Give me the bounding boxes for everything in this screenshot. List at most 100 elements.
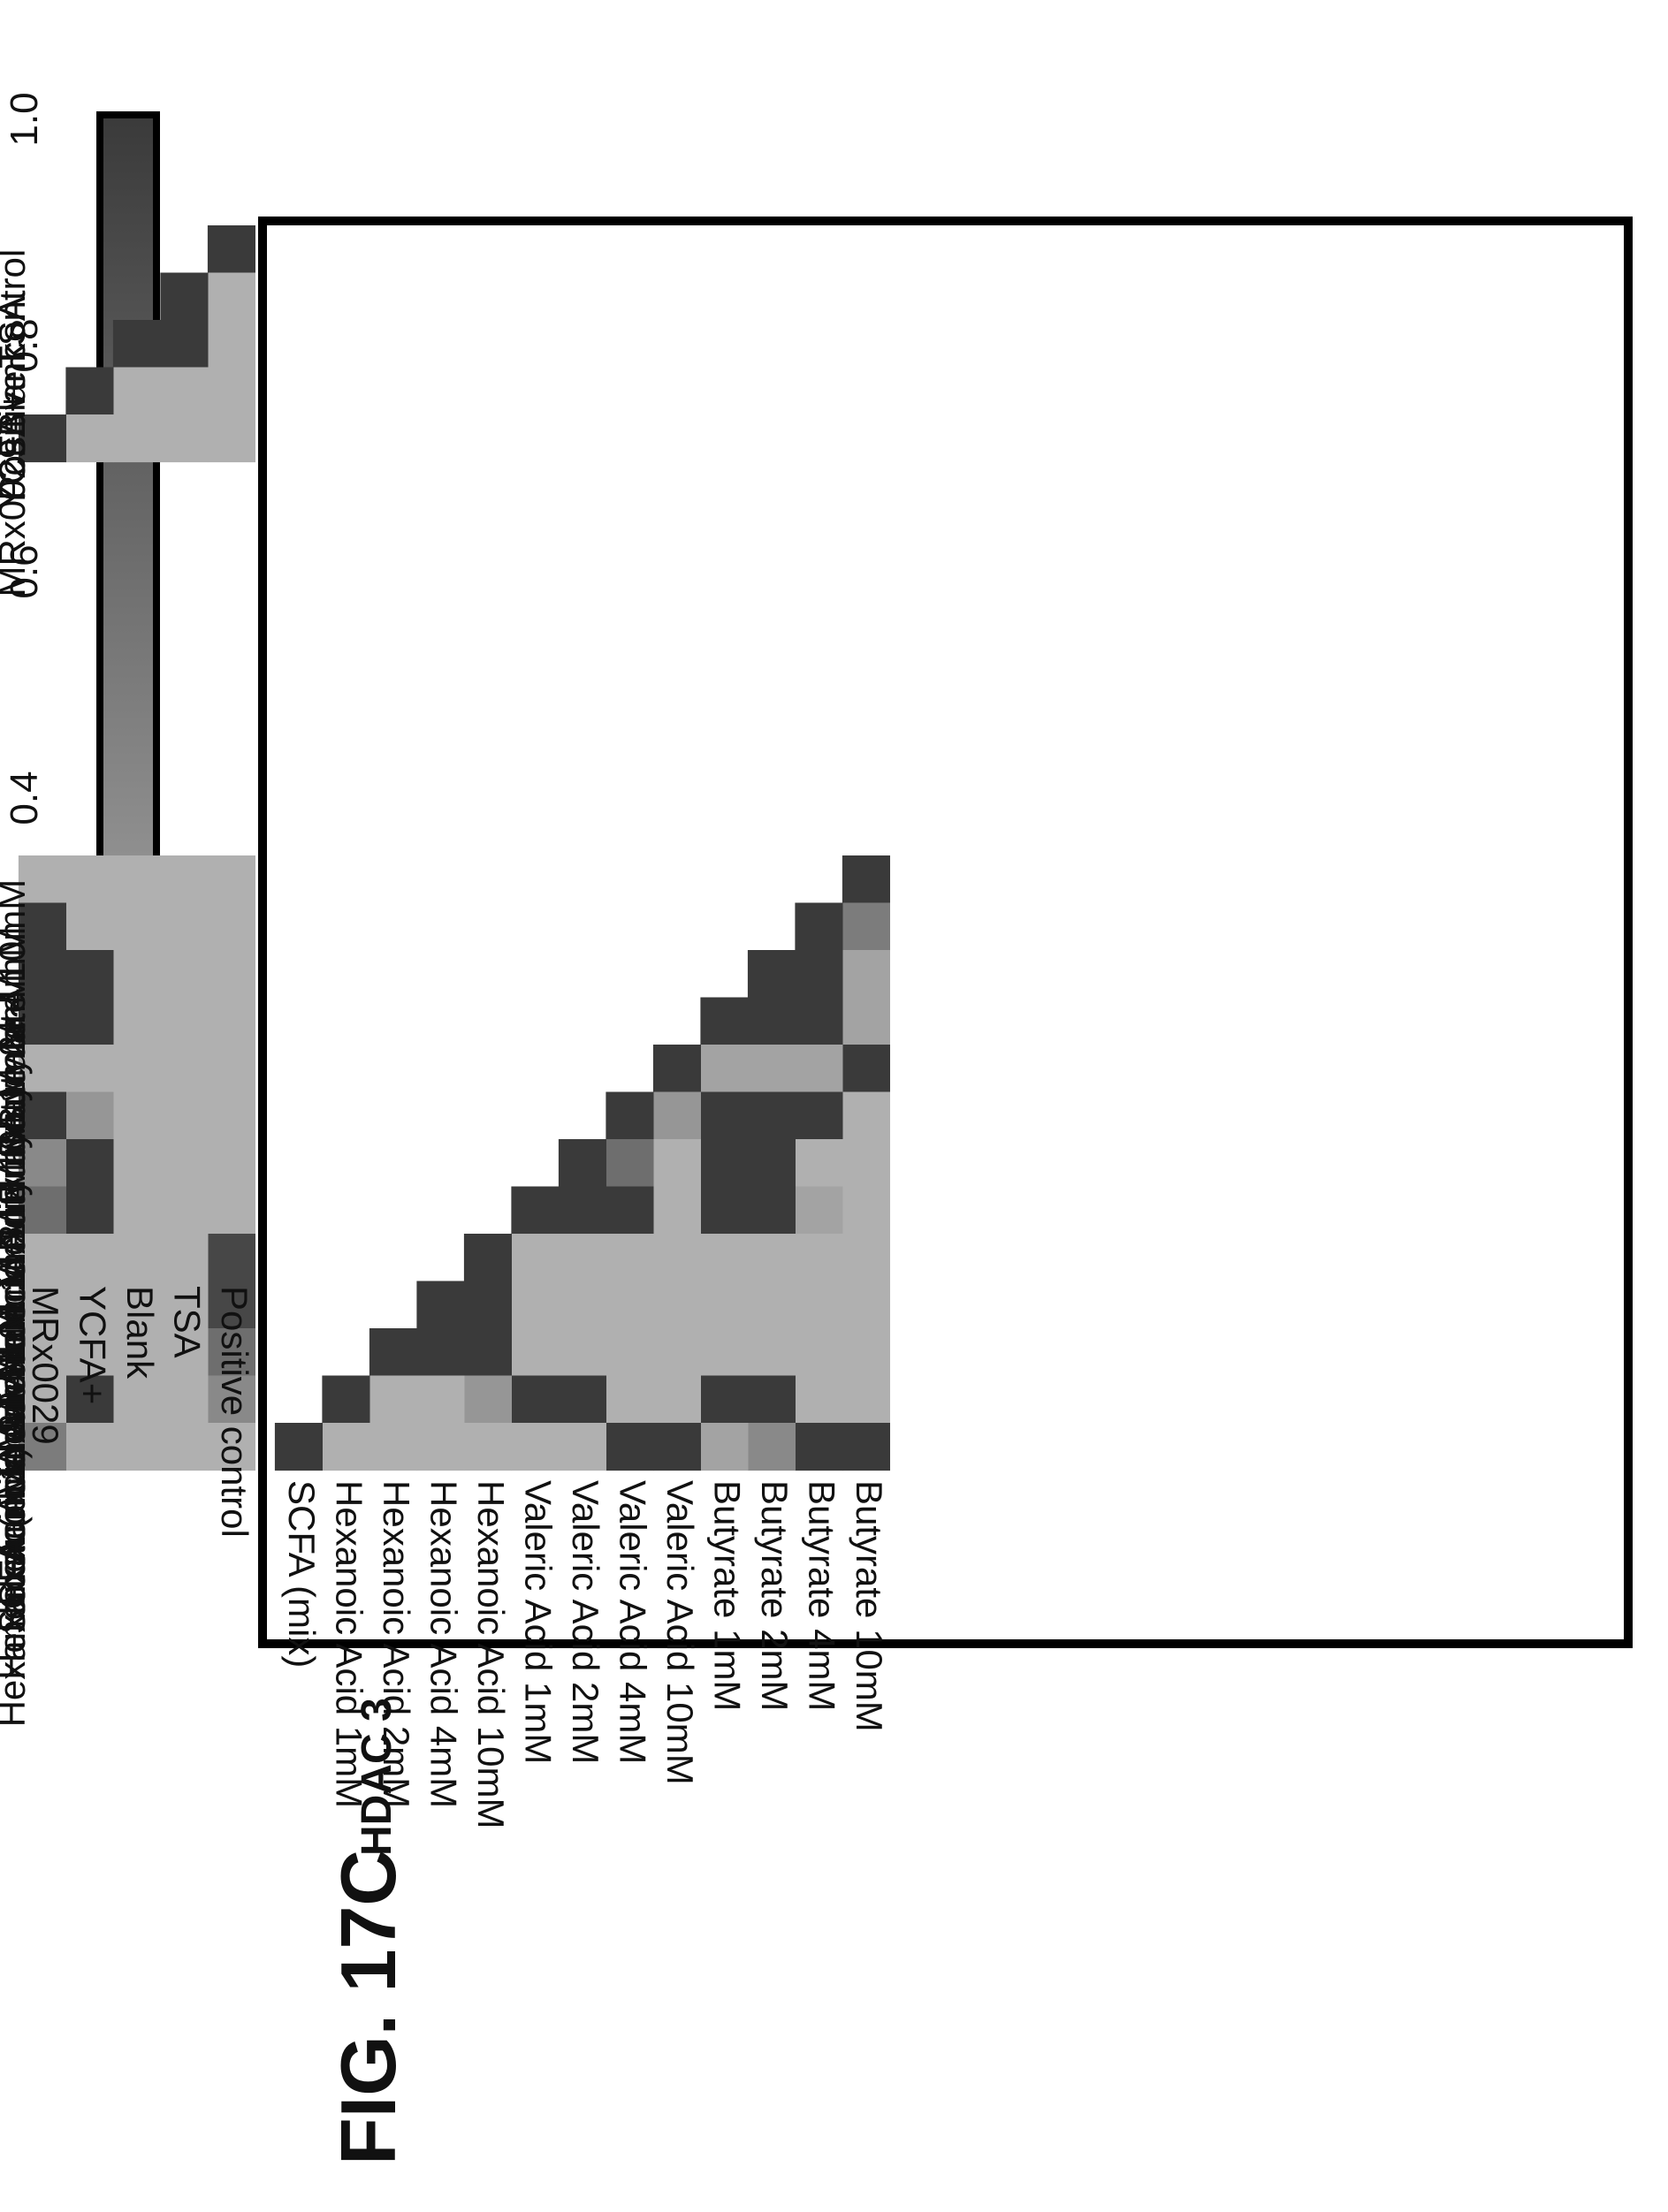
- scfa-scfa-cell: [842, 997, 890, 1045]
- scfa-scfa-cell: [606, 1186, 654, 1235]
- scfa-control-cell: [160, 1091, 209, 1140]
- scfa-row-label: SCFA (mix): [0, 1447, 33, 1634]
- scfa-scfa-cell: [606, 1281, 654, 1329]
- scfa-control-cell: [207, 1091, 255, 1140]
- scfa-scfa-cell: [416, 1328, 465, 1377]
- scfa-control-cell: [207, 1281, 255, 1329]
- scfa-scfa-cell: [842, 1186, 890, 1235]
- scfa-scfa-cell: [842, 1328, 890, 1377]
- figure-subtitle: HDAC 3: [354, 1698, 400, 1856]
- controls-cell: [112, 367, 161, 415]
- scfa-scfa-cell: [700, 1281, 749, 1329]
- heatmap-scfa-vs-scfa: [274, 855, 890, 1471]
- controls-cell: [18, 414, 66, 463]
- scfa-scfa-cell: [842, 1375, 890, 1424]
- scfa-scfa-cell: [606, 1091, 654, 1140]
- scfa-scfa-cell: [511, 1281, 560, 1329]
- scfa-scfa-cell: [463, 1423, 512, 1471]
- controls-row-label: YCFA+: [0, 391, 33, 509]
- scfa-row-label: Hexanoic Acid 4mM: [0, 1304, 33, 1632]
- scfa-control-cell: [160, 1328, 209, 1377]
- scfa-scfa-cell: [652, 1281, 701, 1329]
- scfa-control-cell: [65, 950, 114, 999]
- scfa-row-label: Valeric Acid 4mM: [0, 1115, 33, 1399]
- scfa-scfa-cell: [747, 1281, 796, 1329]
- scfa-scfa-cell: [652, 1045, 701, 1093]
- scfa-control-cell: [112, 1186, 161, 1235]
- scfa-control-cell: [65, 855, 114, 904]
- scfa-control-cell: [207, 950, 255, 999]
- scfa-scfa-cell: [795, 997, 843, 1045]
- scfa-control-cell: [160, 1139, 209, 1188]
- scfa-scfa-cell: [369, 1423, 417, 1471]
- scfa-scfa-cell: [795, 1186, 843, 1235]
- heatmap-scfa-vs-controls: [18, 855, 255, 1471]
- controls-column-label: Positive control: [214, 1286, 255, 1538]
- scfa-scfa-cell: [795, 1139, 843, 1188]
- scfa-scfa-cell: [842, 1281, 890, 1329]
- scfa-control-cell: [112, 1234, 161, 1282]
- scfa-scfa-cell: [700, 1328, 749, 1377]
- scfa-scfa-cell: [842, 1045, 890, 1093]
- controls-row-label: TSA: [0, 296, 33, 369]
- scfa-scfa-cell: [700, 1234, 749, 1282]
- scfa-scfa-cell: [558, 1375, 606, 1424]
- scfa-control-cell: [112, 1423, 161, 1471]
- scfa-control-cell: [160, 1281, 209, 1329]
- axis-labels: Positive controlTSABlankYCFA+MRx0029Posi…: [0, 249, 890, 1829]
- scfa-control-cell: [18, 1045, 66, 1093]
- scfa-scfa-cell: [274, 1423, 323, 1471]
- controls-cell: [207, 320, 255, 369]
- scfa-control-cell: [18, 1328, 66, 1377]
- scfa-control-cell: [112, 1091, 161, 1140]
- scfa-scfa-cell: [747, 997, 796, 1045]
- scfa-control-cell: [207, 1375, 255, 1424]
- scfa-row-label: Valeric Acid 1mM: [0, 1210, 33, 1494]
- scfa-scfa-cell: [700, 1045, 749, 1093]
- scfa-control-cell: [207, 902, 255, 951]
- scfa-control-cell: [160, 855, 209, 904]
- scfa-control-cell: [160, 1234, 209, 1282]
- controls-cell: [207, 367, 255, 415]
- scfa-control-cell: [18, 1375, 66, 1424]
- scfa-control-cell: [160, 1375, 209, 1424]
- scfa-control-cell: [18, 1281, 66, 1329]
- scfa-column-label: Butyrate 2mM: [754, 1480, 796, 1711]
- scfa-control-cell: [112, 950, 161, 999]
- scfa-scfa-cell: [700, 1091, 749, 1140]
- scfa-scfa-cell: [511, 1186, 560, 1235]
- scfa-control-cell: [207, 855, 255, 904]
- scfa-scfa-cell: [606, 1328, 654, 1377]
- scfa-scfa-cell: [747, 1139, 796, 1188]
- scfa-scfa-cell: [795, 1281, 843, 1329]
- scfa-scfa-cell: [652, 1234, 701, 1282]
- scfa-control-cell: [160, 950, 209, 999]
- scfa-column-label: Hexanoic Acid 10mM: [470, 1480, 512, 1829]
- scfa-control-cell: [160, 1186, 209, 1235]
- scfa-column-label: Butyrate 4mM: [802, 1480, 843, 1711]
- colorbar-tick-label: 0.4: [3, 771, 46, 825]
- scfa-scfa-cell: [700, 1423, 749, 1471]
- scfa-scfa-cell: [511, 1423, 560, 1471]
- scfa-control-cell: [18, 902, 66, 951]
- figure-sublabel: HDAC 3: [354, 1698, 400, 1856]
- controls-cell: [160, 320, 209, 369]
- scfa-control-cell: [18, 855, 66, 904]
- scfa-control-cell: [65, 1281, 114, 1329]
- scfa-scfa-cell: [700, 1375, 749, 1424]
- scfa-control-cell: [18, 1091, 66, 1140]
- scfa-control-cell: [207, 1139, 255, 1188]
- scfa-scfa-cell: [842, 1091, 890, 1140]
- scfa-scfa-cell: [416, 1423, 465, 1471]
- scfa-scfa-cell: [558, 1423, 606, 1471]
- scfa-control-cell: [112, 1375, 161, 1424]
- scfa-control-cell: [65, 1091, 114, 1140]
- scfa-control-cell: [112, 1139, 161, 1188]
- scfa-scfa-cell: [747, 1234, 796, 1282]
- scfa-column-label: Valeric Acid 4mM: [613, 1480, 654, 1764]
- scfa-control-cell: [65, 1045, 114, 1093]
- scfa-scfa-cell: [795, 1234, 843, 1282]
- controls-row-label: Positive control: [0, 249, 33, 501]
- scfa-scfa-cell: [652, 1186, 701, 1235]
- scfa-row-label: Butyrate 2mM: [0, 974, 33, 1205]
